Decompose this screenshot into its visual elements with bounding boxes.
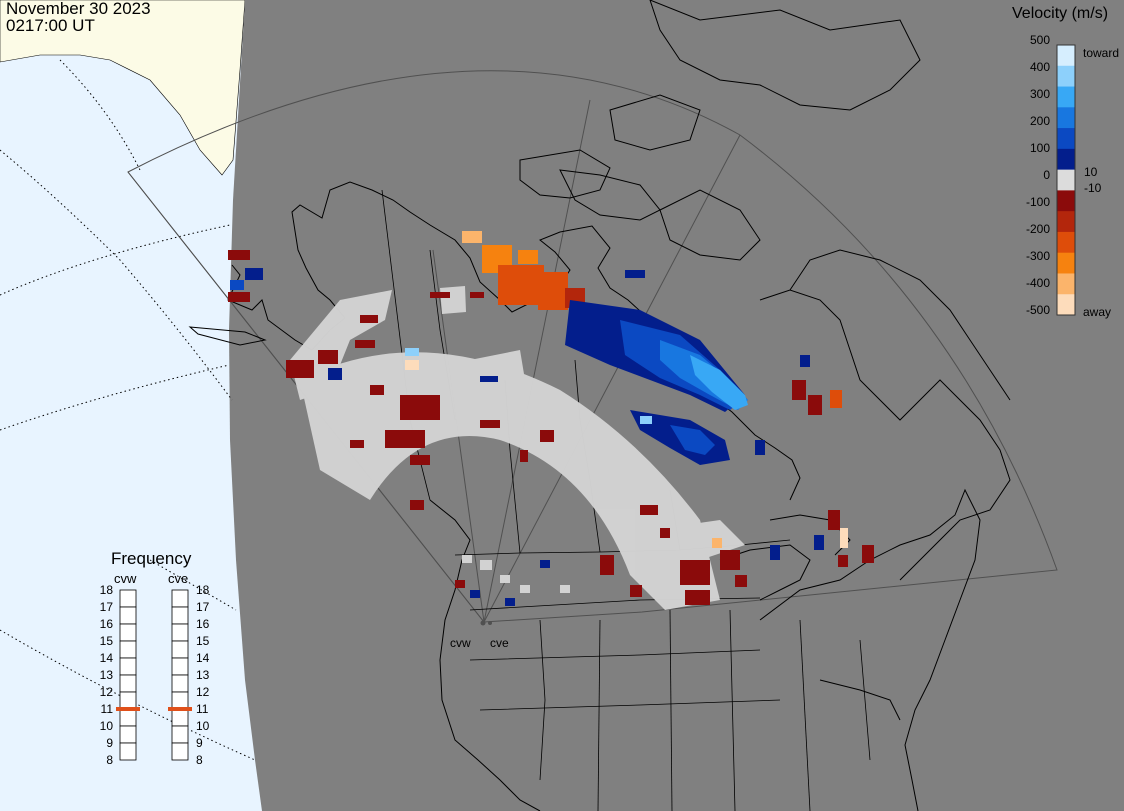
frequency-tick-left: 14 <box>99 651 113 665</box>
frequency-tick-left: 8 <box>106 753 113 767</box>
frequency-cell <box>171 708 189 727</box>
colorbar-segment <box>1057 252 1075 274</box>
colorbar-segment <box>1057 211 1075 233</box>
frequency-cell <box>119 742 137 761</box>
away-scatter <box>228 250 874 605</box>
frequency-cell <box>171 742 189 761</box>
frequency-cell <box>119 589 137 608</box>
night-region <box>229 0 1124 811</box>
velocity-tick-label: 200 <box>1029 114 1050 128</box>
frequency-cell <box>119 606 137 625</box>
away-high-scatter <box>405 231 848 548</box>
frequency-cell <box>171 623 189 642</box>
frequency-cell <box>171 725 189 744</box>
toward-label: toward <box>1083 46 1120 60</box>
velocity-tick-label: -200 <box>1025 222 1050 236</box>
velocity-tick-label: -500 <box>1025 303 1050 317</box>
daylit-land <box>0 0 246 176</box>
velocity-tick-label: 10 <box>1084 165 1098 179</box>
frequency-cell <box>171 589 189 608</box>
velocity-tick-label: -100 <box>1025 195 1050 209</box>
frequency-cell <box>119 725 137 744</box>
frequency-cell <box>119 691 137 710</box>
colorbar-segment <box>1057 273 1075 295</box>
frequency-cell <box>119 640 137 659</box>
frequency-tick-left: 11 <box>100 702 113 716</box>
frequency-tick-right: 16 <box>196 617 210 631</box>
radar-site-cvw <box>480 620 486 626</box>
colorbar-segment <box>1057 86 1075 108</box>
frequency-tick-right: 9 <box>196 736 203 750</box>
frequency-tick-left: 9 <box>106 736 113 750</box>
frequency-cell <box>171 606 189 625</box>
colorbar-segment <box>1057 45 1075 67</box>
frequency-tick-left: 18 <box>99 583 113 597</box>
velocity-tick-label: -10 <box>1084 181 1102 195</box>
frequency-tick-left: 12 <box>99 685 113 699</box>
colorbar-segment <box>1057 294 1075 316</box>
frequency-tick-right: 17 <box>196 600 210 614</box>
colorbar-segment <box>1057 65 1075 88</box>
colorbar-segment <box>1057 148 1075 171</box>
colorbar-segment <box>1057 128 1075 150</box>
velocity-tick-label: 300 <box>1029 87 1050 101</box>
colorbar-segment <box>1057 107 1075 129</box>
frequency-tick-right: 13 <box>196 668 210 682</box>
frequency-tick-right: 15 <box>196 634 210 648</box>
frequency-cell <box>119 708 137 727</box>
colorbar-segment <box>1057 190 1075 212</box>
frequency-tick-right: 8 <box>196 753 203 767</box>
frequency-marker-cvw <box>116 707 140 711</box>
toward-scatter <box>230 268 824 560</box>
velocity-scale-title: Velocity (m/s) <box>1012 5 1109 22</box>
velocity-tick-label: 100 <box>1029 141 1050 155</box>
near-site-scatter <box>455 555 570 606</box>
time-label: 0217:00 UT <box>6 16 95 35</box>
date-label: November 30 2023 <box>6 0 151 18</box>
velocity-tick-label: 500 <box>1029 33 1050 47</box>
radar-label-cvw: cvw <box>450 636 471 650</box>
frequency-tick-left: 15 <box>99 634 113 648</box>
freq-radar-label-cve: cve <box>168 571 189 586</box>
velocity-tick-label: -300 <box>1025 249 1050 263</box>
frequency-tick-right: 11 <box>196 702 209 716</box>
colorbar-border <box>1056 44 1076 316</box>
velocity-tick-label: 400 <box>1029 60 1050 74</box>
frequency-cell <box>171 674 189 693</box>
frequency-tick-left: 10 <box>99 719 113 733</box>
colorbar-segment <box>1057 169 1075 191</box>
frequency-tick-right: 12 <box>196 685 210 699</box>
frequency-tick-right: 14 <box>196 651 210 665</box>
velocity-colorbar <box>1056 44 1076 316</box>
frequency-tick-right: 18 <box>196 583 210 597</box>
velocity-tick-label: -400 <box>1025 276 1050 290</box>
frequency-cell <box>171 640 189 659</box>
freq-radar-label-cvw: cvw <box>114 571 137 586</box>
velocity-tick-label: 0 <box>1043 168 1050 182</box>
colorbar-segment <box>1057 231 1075 254</box>
frequency-marker-cve <box>168 707 192 711</box>
frequency-cell <box>119 657 137 676</box>
away-label: away <box>1083 305 1112 319</box>
frequency-cell <box>119 674 137 693</box>
radar-label-cve: cve <box>490 636 509 650</box>
frequency-cell <box>171 657 189 676</box>
frequency-title: Frequency <box>111 549 192 568</box>
frequency-cell <box>119 623 137 642</box>
radar-site-cve <box>488 621 492 625</box>
frequency-tick-left: 13 <box>99 668 113 682</box>
frequency-tick-right: 10 <box>196 719 210 733</box>
frequency-panel <box>116 589 192 761</box>
frequency-cell <box>171 691 189 710</box>
frequency-tick-left: 16 <box>99 617 113 631</box>
frequency-tick-left: 17 <box>99 600 113 614</box>
